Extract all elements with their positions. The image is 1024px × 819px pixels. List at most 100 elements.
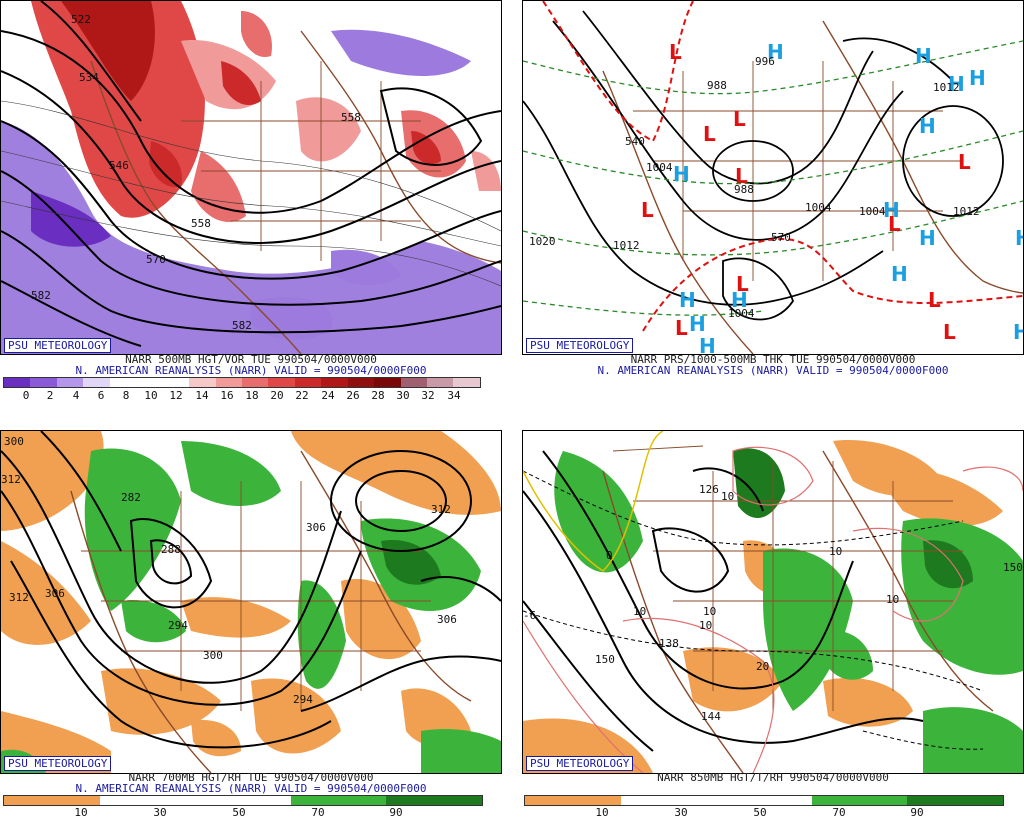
colorbar-swatch [162, 378, 190, 387]
high-pressure-marker: H [919, 226, 936, 250]
contour-label: 312 [431, 503, 451, 516]
low-pressure-marker: L [703, 122, 716, 146]
colorbar-tick: 30 [674, 806, 688, 819]
colorbar-swatch [189, 378, 216, 387]
colorbar-tick: 28 [371, 389, 385, 402]
panel-500mb-vorticity: 522 534 546 558 558 570 582 582 PSU METE… [0, 0, 502, 355]
contour-label: 0 [606, 549, 613, 562]
contour-label: 988 [734, 183, 754, 196]
colorbar-t850 [524, 795, 1004, 806]
colorbar-vorticity-ticks: 0 2 4 6 8 10 12 14 16 18 20 22 24 26 28 … [3, 389, 479, 402]
contour-label: 1012 [933, 81, 960, 94]
colorbar-tick: 22 [295, 389, 309, 402]
panel-850mb-t-rh: 126 138 150 144 150 10 0 10 10 10 20 10 … [522, 430, 1024, 774]
colorbar-tick: 8 [122, 389, 130, 402]
contour-label: 534 [79, 71, 99, 84]
psu-meteorology-label: PSU METEOROLOGY [526, 756, 634, 771]
high-pressure-marker: H [699, 334, 716, 354]
contour-label: 582 [31, 289, 51, 302]
colorbar-tick: 4 [72, 389, 80, 402]
panel-caption-valid: N. AMERICAN REANALYSIS (NARR) VALID = 99… [597, 364, 949, 377]
colorbar-swatch [525, 796, 621, 805]
colorbar-swatch [195, 796, 291, 805]
low-pressure-marker: L [735, 164, 748, 188]
colorbar-tick: 20 [270, 389, 284, 402]
colorbar-swatch [400, 378, 427, 387]
panel-700mb-rh: 294 300 282 288 294 300 306 312 312 306 … [0, 430, 502, 774]
colorbar-tick: 70 [311, 806, 325, 819]
colorbar-swatch [386, 796, 482, 805]
contour-label: 10 [699, 619, 712, 632]
contour-label: 10 [886, 593, 899, 606]
t850-map: 126 138 150 144 150 10 0 10 10 10 20 10 … [523, 431, 1023, 773]
low-pressure-marker: L [733, 107, 746, 131]
low-pressure-marker: L [958, 150, 971, 174]
low-pressure-marker: L [675, 316, 688, 340]
panel-caption-title: NARR 850MB HGT/T/RH 990504/0000V000 [657, 771, 889, 784]
high-pressure-marker: H [891, 262, 908, 286]
colorbar-tick: 34 [447, 389, 461, 402]
rh700-map: 294 300 282 288 294 300 306 312 312 306 … [1, 431, 501, 773]
contour-label: 1004 [728, 307, 755, 320]
high-pressure-marker: H [883, 198, 900, 222]
contour-label: 312 [1, 473, 21, 486]
contour-label: 312 [9, 591, 29, 604]
contour-label: 546 [109, 159, 129, 172]
colorbar-rh700-ticks: 10 30 50 70 90 [3, 806, 481, 819]
contour-label: 10 [633, 605, 646, 618]
contour-label: 300 [4, 435, 24, 448]
panel-slp-thickness: L L L L L L L L L L L H H H H H H H H H … [522, 0, 1024, 355]
contour-label: 1004 [859, 205, 886, 218]
panel-caption-title: NARR 500MB HGT/VOR TUE 990504/0000V000 [125, 353, 377, 366]
contour-label: 1004 [646, 161, 673, 174]
contour-label: 1012 [613, 239, 640, 252]
colorbar-tick: 10 [144, 389, 158, 402]
low-pressure-marker: L [928, 288, 941, 312]
colorbar-tick: 16 [220, 389, 234, 402]
contour-label: 300 [203, 649, 223, 662]
colorbar-swatch [620, 796, 717, 805]
panel-caption-title: NARR PRS/1000-500MB THK TUE 990504/0000V… [630, 353, 916, 366]
high-pressure-marker: H [1015, 226, 1023, 250]
high-pressure-marker: H [1013, 320, 1023, 344]
contour-label: 1004 [805, 201, 832, 214]
colorbar-swatch [321, 378, 348, 387]
contour-label: 20 [756, 660, 769, 673]
high-pressure-marker: H [679, 288, 696, 312]
colorbar-swatch [109, 378, 137, 387]
colorbar-swatch [453, 378, 480, 387]
colorbar-tick: 18 [245, 389, 259, 402]
panel-caption-valid: N. AMERICAN REANALYSIS (NARR) VALID = 99… [75, 782, 427, 795]
colorbar-tick: 32 [421, 389, 435, 402]
colorbar-swatch [4, 796, 100, 805]
contour-label: 294 [293, 693, 313, 706]
contour-label: 150 [595, 653, 615, 666]
contour-label: 10 [703, 605, 716, 618]
contour-label: -6 [523, 609, 536, 622]
contour-label: 540 [625, 135, 645, 148]
psu-meteorology-label: PSU METEOROLOGY [4, 756, 112, 771]
contour-label: 138 [659, 637, 679, 650]
contour-label: 558 [191, 217, 211, 230]
contour-label: 288 [161, 543, 181, 556]
contour-label: 570 [771, 231, 791, 244]
colorbar-swatch [30, 378, 57, 387]
panel-caption-title: NARR 700MB HGT/RH TUE 990504/0000V000 [128, 771, 374, 784]
colorbar-tick: 90 [910, 806, 924, 819]
colorbar-swatch [294, 378, 322, 387]
high-pressure-marker: H [969, 66, 986, 90]
colorbar-tick: 24 [321, 389, 335, 402]
colorbar-tick: 10 [74, 806, 88, 819]
contour-label: 570 [146, 253, 166, 266]
contour-label: 282 [121, 491, 141, 504]
colorbar-swatch [347, 378, 375, 387]
contour-label: 306 [437, 613, 457, 626]
colorbar-tick: 14 [195, 389, 209, 402]
contour-label: 582 [232, 319, 252, 332]
colorbar-tick: 30 [396, 389, 410, 402]
contour-label: 558 [341, 111, 361, 124]
colorbar-swatch [811, 796, 908, 805]
low-pressure-marker: L [888, 212, 901, 236]
high-pressure-marker: H [767, 40, 784, 64]
colorbar-tick: 2 [46, 389, 54, 402]
